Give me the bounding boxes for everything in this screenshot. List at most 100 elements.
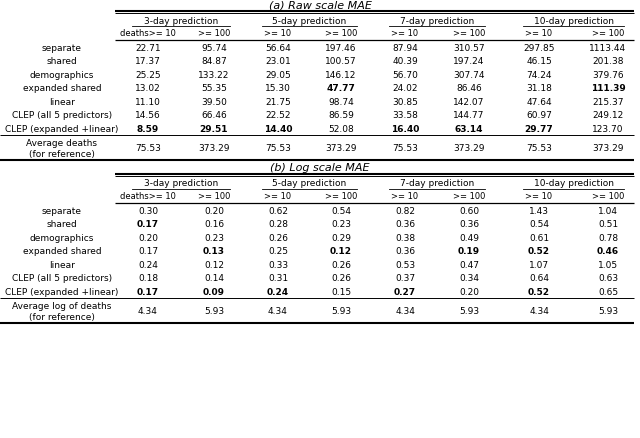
Text: 75.53: 75.53 [265, 144, 291, 153]
Text: >= 100: >= 100 [325, 29, 357, 39]
Text: 0.12: 0.12 [204, 260, 224, 269]
Text: 0.17: 0.17 [138, 247, 158, 256]
Text: 39.50: 39.50 [201, 98, 227, 106]
Text: 373.29: 373.29 [592, 144, 624, 153]
Text: 0.24: 0.24 [138, 260, 158, 269]
Text: 29.51: 29.51 [200, 124, 228, 134]
Text: 146.12: 146.12 [325, 71, 356, 80]
Text: 4.34: 4.34 [395, 307, 415, 316]
Text: CLEP (all 5 predictors): CLEP (all 5 predictors) [12, 274, 112, 283]
Text: >= 100: >= 100 [592, 192, 624, 201]
Text: 0.54: 0.54 [331, 206, 351, 215]
Text: 0.14: 0.14 [204, 274, 224, 283]
Text: CLEP (all 5 predictors): CLEP (all 5 predictors) [12, 111, 112, 120]
Text: 0.62: 0.62 [268, 206, 288, 215]
Text: 29.05: 29.05 [265, 71, 291, 80]
Text: 47.77: 47.77 [326, 84, 355, 93]
Text: 5.93: 5.93 [331, 307, 351, 316]
Text: 75.53: 75.53 [526, 144, 552, 153]
Text: 144.77: 144.77 [453, 111, 484, 120]
Text: 31.18: 31.18 [526, 84, 552, 93]
Text: 0.52: 0.52 [528, 287, 550, 296]
Text: 3-day prediction: 3-day prediction [144, 179, 218, 188]
Text: 98.74: 98.74 [328, 98, 354, 106]
Text: 15.30: 15.30 [265, 84, 291, 93]
Text: CLEP (expanded +linear): CLEP (expanded +linear) [5, 124, 118, 134]
Text: 3-day prediction: 3-day prediction [144, 17, 218, 25]
Text: >= 100: >= 100 [325, 192, 357, 201]
Text: 1.07: 1.07 [529, 260, 549, 269]
Text: 0.17: 0.17 [137, 220, 159, 229]
Text: 310.57: 310.57 [453, 44, 485, 53]
Text: Average deaths
(for reference): Average deaths (for reference) [26, 139, 97, 159]
Text: 0.16: 0.16 [204, 220, 224, 229]
Text: 4.34: 4.34 [529, 307, 549, 316]
Text: 0.15: 0.15 [331, 287, 351, 296]
Text: expanded shared: expanded shared [22, 247, 101, 256]
Text: (b) Log scale MAE: (b) Log scale MAE [270, 162, 370, 173]
Text: 30.85: 30.85 [392, 98, 418, 106]
Text: demographics: demographics [30, 233, 94, 242]
Text: 0.65: 0.65 [598, 287, 618, 296]
Text: 1.43: 1.43 [529, 206, 549, 215]
Text: 0.12: 0.12 [330, 247, 352, 256]
Text: 5-day prediction: 5-day prediction [273, 179, 347, 188]
Text: 0.30: 0.30 [138, 206, 158, 215]
Text: 10-day prediction: 10-day prediction [534, 17, 614, 25]
Text: 0.82: 0.82 [395, 206, 415, 215]
Text: 0.25: 0.25 [268, 247, 288, 256]
Text: 56.70: 56.70 [392, 71, 418, 80]
Text: 0.23: 0.23 [204, 233, 224, 242]
Text: 0.13: 0.13 [203, 247, 225, 256]
Text: 0.29: 0.29 [331, 233, 351, 242]
Text: >= 10: >= 10 [525, 29, 552, 39]
Text: >= 100: >= 100 [592, 29, 624, 39]
Text: 0.36: 0.36 [395, 247, 415, 256]
Text: 0.26: 0.26 [268, 233, 288, 242]
Text: 46.15: 46.15 [526, 57, 552, 66]
Text: 0.36: 0.36 [459, 220, 479, 229]
Text: 0.47: 0.47 [459, 260, 479, 269]
Text: 0.26: 0.26 [331, 274, 351, 283]
Text: shared: shared [47, 57, 77, 66]
Text: 52.08: 52.08 [328, 124, 354, 134]
Text: 16.40: 16.40 [391, 124, 419, 134]
Text: 0.17: 0.17 [137, 287, 159, 296]
Text: 74.24: 74.24 [526, 71, 552, 80]
Text: 8.59: 8.59 [137, 124, 159, 134]
Text: 215.37: 215.37 [592, 98, 624, 106]
Text: 5-day prediction: 5-day prediction [273, 17, 347, 25]
Text: separate: separate [42, 206, 82, 215]
Text: 95.74: 95.74 [201, 44, 227, 53]
Text: 14.56: 14.56 [135, 111, 161, 120]
Text: 0.52: 0.52 [528, 247, 550, 256]
Text: 1.04: 1.04 [598, 206, 618, 215]
Text: 10-day prediction: 10-day prediction [534, 179, 614, 188]
Text: deaths>= 10: deaths>= 10 [120, 192, 176, 201]
Text: demographics: demographics [30, 71, 94, 80]
Text: 307.74: 307.74 [453, 71, 484, 80]
Text: 0.54: 0.54 [529, 220, 549, 229]
Text: 0.26: 0.26 [331, 260, 351, 269]
Text: 0.49: 0.49 [459, 233, 479, 242]
Text: 373.29: 373.29 [198, 144, 230, 153]
Text: 201.38: 201.38 [592, 57, 624, 66]
Text: 100.57: 100.57 [325, 57, 357, 66]
Text: (a) Raw scale MAE: (a) Raw scale MAE [269, 0, 371, 10]
Text: 0.20: 0.20 [138, 233, 158, 242]
Text: 373.29: 373.29 [453, 144, 484, 153]
Text: 0.63: 0.63 [598, 274, 618, 283]
Text: 55.35: 55.35 [201, 84, 227, 93]
Text: 86.46: 86.46 [456, 84, 482, 93]
Text: 142.07: 142.07 [453, 98, 484, 106]
Text: 0.31: 0.31 [268, 274, 288, 283]
Text: 0.37: 0.37 [395, 274, 415, 283]
Text: 33.58: 33.58 [392, 111, 418, 120]
Text: 0.38: 0.38 [395, 233, 415, 242]
Text: 197.46: 197.46 [325, 44, 356, 53]
Text: 56.64: 56.64 [265, 44, 291, 53]
Text: 75.53: 75.53 [135, 144, 161, 153]
Text: 60.97: 60.97 [526, 111, 552, 120]
Text: >= 10: >= 10 [264, 29, 292, 39]
Text: 0.19: 0.19 [458, 247, 480, 256]
